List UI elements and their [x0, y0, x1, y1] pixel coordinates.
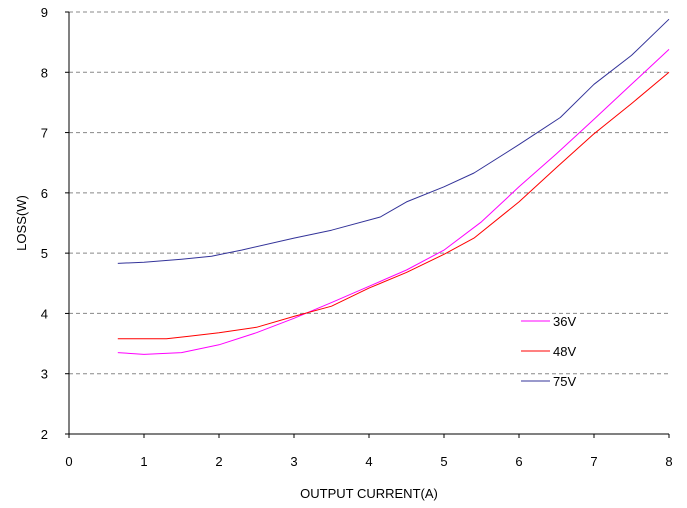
y-tick-label: 6	[41, 186, 48, 201]
y-axis-title: LOSS(W)	[14, 195, 29, 251]
series-line-36V	[117, 49, 670, 355]
x-tick-label: 2	[215, 454, 222, 469]
x-tick-label: 1	[140, 454, 147, 469]
x-tick-label: 0	[65, 454, 72, 469]
y-tick-label: 9	[41, 5, 48, 20]
legend-label-36V: 36V	[553, 314, 576, 329]
plot-area	[69, 12, 669, 434]
axis-ticks: 2 3 4 5 6 7 8 9 0 1 2 3 4 5 6 7 8	[41, 5, 673, 469]
x-axis-title: OUTPUT CURRENT(A)	[300, 486, 438, 501]
gridlines	[69, 11, 669, 375]
x-tick-label: 6	[515, 454, 522, 469]
legend: 36V 48V 75V	[521, 314, 576, 389]
legend-label-75V: 75V	[553, 374, 576, 389]
series-lines	[117, 18, 670, 355]
series-line-48V	[117, 71, 670, 340]
legend-label-48V: 48V	[553, 344, 576, 359]
x-tick-label: 4	[365, 454, 372, 469]
series-line-75V	[117, 18, 670, 264]
y-tick-label: 4	[41, 306, 48, 321]
x-tick-label: 3	[290, 454, 297, 469]
x-tick-label: 5	[440, 454, 447, 469]
y-tick-label: 7	[41, 126, 48, 141]
x-tick-label: 7	[590, 454, 597, 469]
y-tick-label: 3	[41, 367, 48, 382]
y-tick-label: 8	[41, 65, 48, 80]
y-tick-label: 5	[41, 246, 48, 261]
y-tick-label: 2	[41, 427, 48, 442]
x-tick-label: 8	[665, 454, 672, 469]
